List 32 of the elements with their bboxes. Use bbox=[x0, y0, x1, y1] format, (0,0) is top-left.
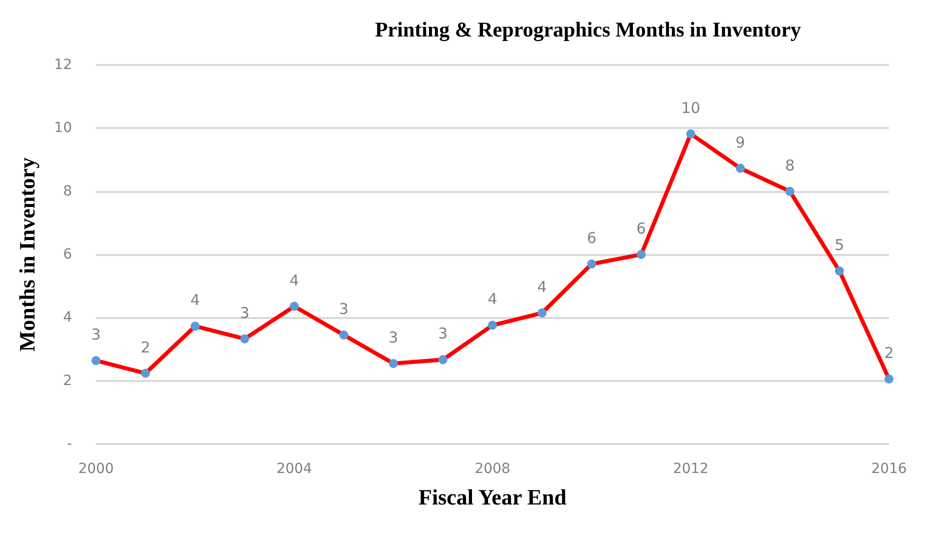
y-tick-label: 6 bbox=[63, 246, 72, 262]
data-label: 4 bbox=[190, 291, 200, 310]
y-tick-label: - bbox=[66, 436, 72, 452]
data-label: 8 bbox=[785, 156, 795, 174]
data-label: 10 bbox=[681, 98, 700, 117]
data-label: 4 bbox=[537, 278, 547, 296]
data-label: 6 bbox=[586, 228, 596, 247]
data-label: 3 bbox=[339, 300, 349, 318]
y-tick-label: 2 bbox=[63, 372, 72, 389]
y-tick-label: 4 bbox=[63, 310, 72, 326]
data-label: 2 bbox=[884, 344, 894, 362]
y-tick-label: 12 bbox=[54, 57, 72, 73]
chart-title: Printing & Reprographics Months in Inventory bbox=[374, 18, 802, 42]
y-tick-label: 10 bbox=[54, 120, 72, 136]
data-label: 3 bbox=[438, 324, 448, 343]
y-tick-label: 8 bbox=[63, 183, 72, 200]
data-label: 4 bbox=[488, 290, 498, 308]
x-tick-label: 2016 bbox=[871, 461, 907, 477]
y-axis-title: Months in Inventory bbox=[14, 157, 40, 352]
x-tick-label: 2008 bbox=[474, 461, 510, 477]
data-label: 4 bbox=[289, 271, 300, 290]
x-tick-label: 2012 bbox=[672, 461, 709, 477]
data-label: 5 bbox=[834, 236, 844, 254]
data-label: 2 bbox=[140, 338, 150, 356]
x-axis-title: Fiscal Year End bbox=[418, 484, 566, 510]
data-label: 3 bbox=[240, 304, 250, 322]
data-label: 6 bbox=[636, 220, 646, 238]
x-tick-label: 2004 bbox=[276, 461, 312, 477]
x-tick-label: 2000 bbox=[78, 461, 114, 477]
data-label: 9 bbox=[736, 133, 746, 152]
data-label: 3 bbox=[388, 328, 398, 346]
data-label: 3 bbox=[91, 326, 101, 344]
